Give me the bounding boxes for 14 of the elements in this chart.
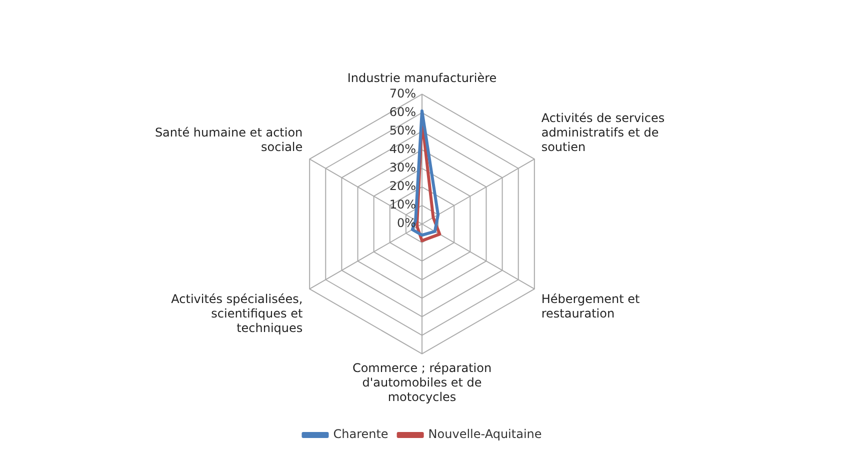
- legend-label: Nouvelle-Aquitaine: [428, 427, 542, 442]
- y-tick-label: 40%: [389, 142, 416, 156]
- spoke-label: Santé humaine et action sociale: [154, 126, 303, 154]
- y-tick-label: 60%: [389, 104, 416, 119]
- spoke-label: Commerce ; réparation d'automobiles et de motocycles: [352, 361, 492, 404]
- spoke-label: Activités spécialisées, scientifiques et techniques: [171, 292, 303, 336]
- spoke-label: Hébergement et restauration: [541, 292, 640, 321]
- y-tick-label: 20%: [389, 179, 416, 194]
- y-tick-label: 70%: [389, 86, 416, 100]
- y-tick-label: 50%: [389, 123, 416, 138]
- spoke-label: Activités de services administratifs et de soutien: [541, 111, 665, 154]
- spoke-label: Industrie manufacturière: [347, 71, 497, 86]
- legend-label: Charente: [333, 427, 388, 442]
- y-tick-label: 30%: [389, 160, 416, 174]
